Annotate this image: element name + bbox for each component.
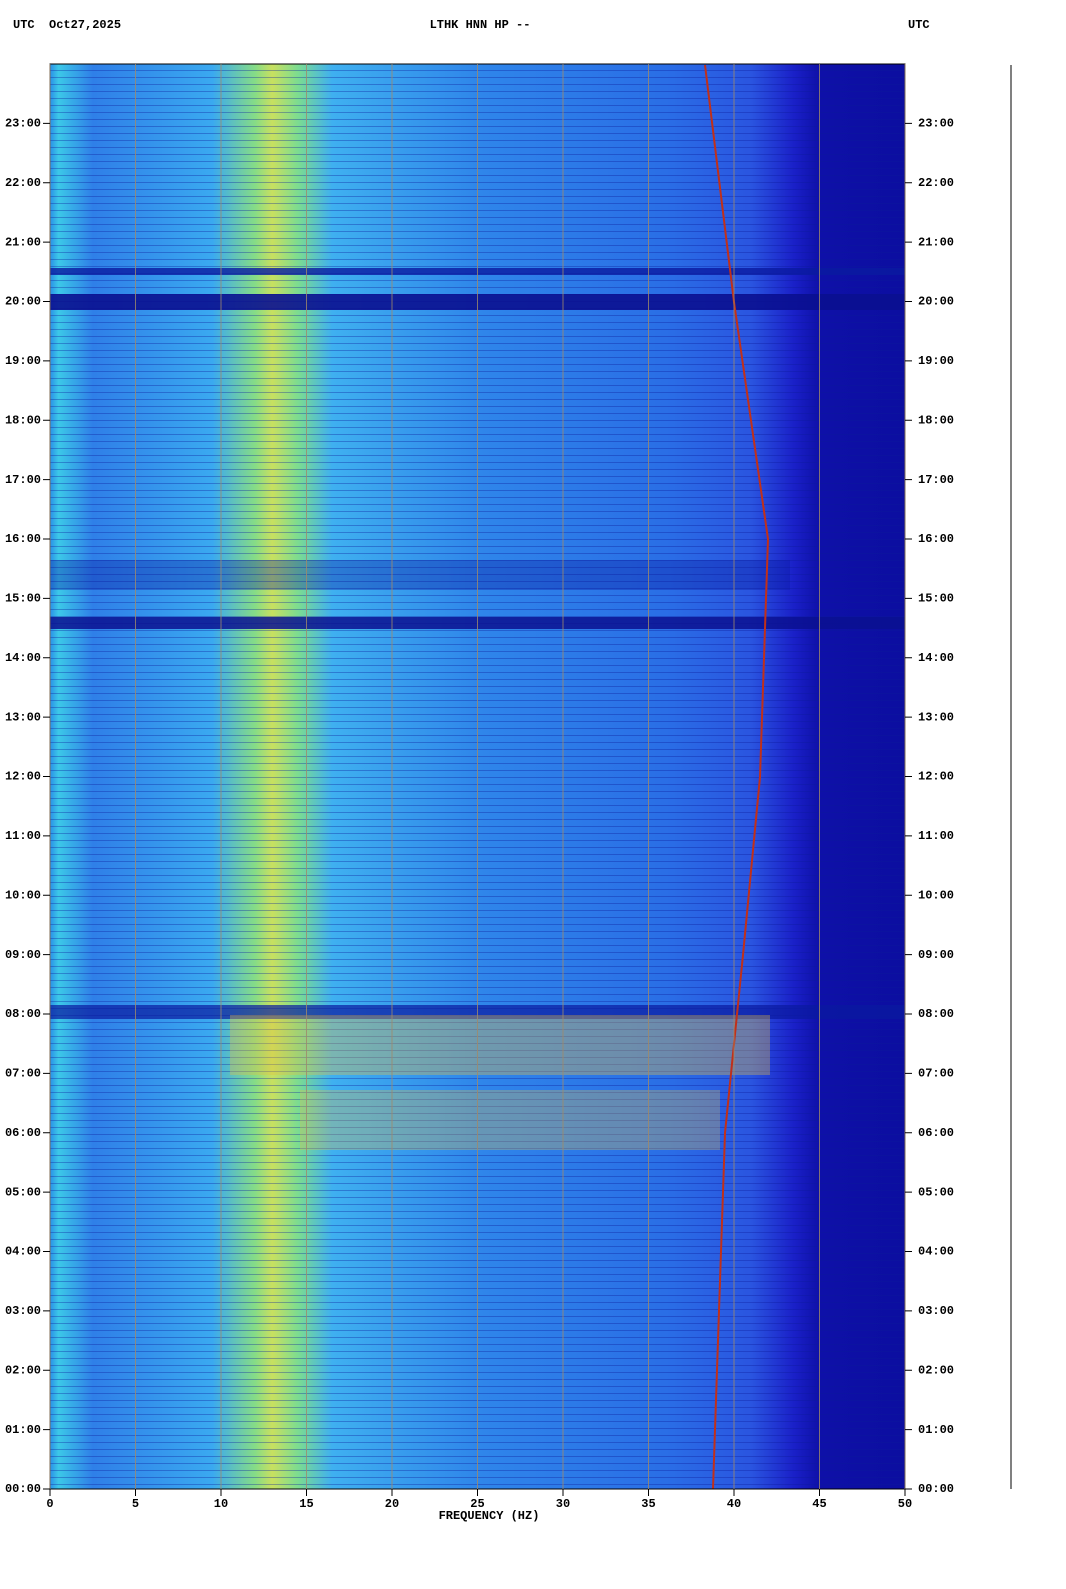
dark-band [50,560,790,590]
y-tick-label-right: 23:00 [918,117,954,131]
y-tick-label-right: 06:00 [918,1126,954,1140]
y-tick-label: 06:00 [5,1126,41,1140]
y-tick-label-right: 07:00 [918,1067,954,1081]
x-tick-label: 35 [641,1497,655,1511]
x-tick-label: 10 [214,1497,228,1511]
y-tick-label: 20:00 [5,295,41,309]
x-tick-label: 0 [46,1497,53,1511]
y-tick-label-right: 17:00 [918,473,954,487]
y-tick-label-right: 15:00 [918,592,954,606]
chart-title: LTHK HNN HP -- [430,18,531,32]
y-tick-label: 18:00 [5,413,41,427]
y-tick-label: 15:00 [5,592,41,606]
x-tick-label: 25 [470,1497,484,1511]
right-header: UTC [908,18,930,32]
y-tick-label: 13:00 [5,710,41,724]
y-tick-label-right: 09:00 [918,948,954,962]
y-tick-label-right: 10:00 [918,888,954,902]
y-tick-label: 17:00 [5,473,41,487]
y-tick-label-right: 03:00 [918,1304,954,1318]
y-tick-label-right: 11:00 [918,829,954,843]
y-tick-label: 10:00 [5,888,41,902]
x-tick-label: 15 [299,1497,313,1511]
y-tick-label-right: 19:00 [918,354,954,368]
y-tick-label: 16:00 [5,532,41,546]
y-tick-label-right: 00:00 [918,1482,954,1496]
y-tick-label: 19:00 [5,354,41,368]
y-tick-label-right: 05:00 [918,1185,954,1199]
y-tick-label-right: 20:00 [918,295,954,309]
y-tick-label: 11:00 [5,829,41,843]
y-tick-label-right: 01:00 [918,1423,954,1437]
bright-band [300,1090,720,1150]
y-tick-label-right: 22:00 [918,176,954,190]
x-tick-label: 50 [898,1497,912,1511]
y-tick-label: 12:00 [5,770,41,784]
y-tick-label: 00:00 [5,1482,41,1496]
y-tick-label: 08:00 [5,1007,41,1021]
y-tick-label-right: 16:00 [918,532,954,546]
y-tick-label: 14:00 [5,651,41,665]
y-tick-label: 05:00 [5,1185,41,1199]
x-tick-label: 20 [385,1497,399,1511]
y-tick-label: 23:00 [5,117,41,131]
y-tick-label-right: 12:00 [918,770,954,784]
x-axis-label: FREQUENCY (HZ) [439,1509,540,1523]
y-tick-label: 09:00 [5,948,41,962]
y-tick-label: 04:00 [5,1245,41,1259]
y-tick-label: 21:00 [5,235,41,249]
y-tick-label-right: 21:00 [918,235,954,249]
y-tick-label-right: 18:00 [918,413,954,427]
y-tick-label-right: 02:00 [918,1363,954,1377]
bright-band [230,1015,770,1075]
y-tick-label: 03:00 [5,1304,41,1318]
y-tick-label: 22:00 [5,176,41,190]
y-tick-label: 01:00 [5,1423,41,1437]
y-tick-label: 02:00 [5,1363,41,1377]
x-tick-label: 45 [812,1497,826,1511]
left-header: UTC Oct27,2025 [13,18,121,32]
x-tick-label: 40 [727,1497,741,1511]
y-tick-label-right: 04:00 [918,1245,954,1259]
x-tick-label: 5 [132,1497,139,1511]
y-tick-label: 07:00 [5,1067,41,1081]
y-tick-label-right: 14:00 [918,651,954,665]
y-tick-label-right: 08:00 [918,1007,954,1021]
y-tick-label-right: 13:00 [918,710,954,724]
x-tick-label: 30 [556,1497,570,1511]
